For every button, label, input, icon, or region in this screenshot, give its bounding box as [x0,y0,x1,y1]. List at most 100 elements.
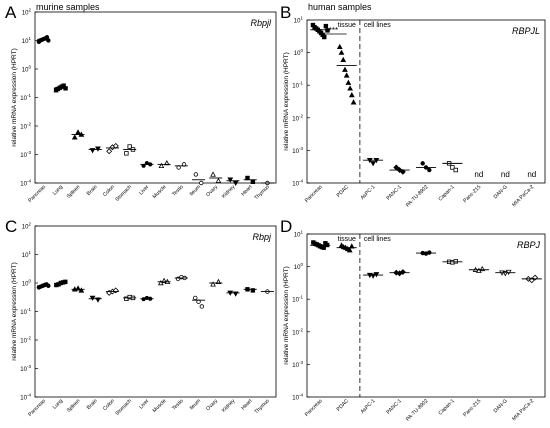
section-label-cell-lines: cell lines [364,236,391,243]
data-point [75,129,81,135]
x-tick-label: Muscle [152,398,168,414]
x-tick-label: Liver [138,398,150,410]
group-panc-1 [389,164,410,175]
y-tick-label: 100 [294,262,304,271]
x-tick-label: AsPC-1 [360,398,377,415]
y-tick-label: 101 [22,36,32,45]
data-point [63,279,68,285]
x-tick-label: Spleen [66,398,82,414]
x-tick-label: Pancreas [304,398,324,418]
group-kidney [226,177,240,187]
y-axis-label: relative mRNA expression (HPRT) [11,48,18,147]
panel-C: C Rbpj 10-4 10-3 10-2 10-1 100 101 102 relative m… [5,217,277,418]
data-point [63,86,68,91]
group-pancreas [310,240,331,250]
data-point [450,165,455,170]
data-point [453,167,458,173]
group-pdac [336,242,357,253]
group-pa-tu-8902 [415,161,437,173]
data-point [345,79,352,85]
group-pa-tu-8902 [415,250,437,256]
group-testis [174,274,188,282]
data-point [322,34,327,40]
panel-label: A [5,3,17,22]
section-label-tissue: tissue [338,22,356,29]
x-tick-label: Panc-215 [462,184,482,204]
nd-label: nd [474,170,483,179]
data-point [342,66,348,72]
data-point [427,250,432,255]
group-liver [140,161,154,168]
data-point [250,179,256,185]
x-tick-label: Ovary [205,398,219,412]
panel-title: human samples [308,2,372,12]
y-tick-label: 100 [22,65,32,74]
nd-label: nd [527,170,536,179]
x-tick-label: PDAC [336,184,351,199]
y-axis-label: relative mRNA expression (HPRT) [283,266,290,365]
data-point [210,171,216,177]
data-point [427,167,432,173]
group-ileum [191,172,206,186]
data-point [420,161,425,166]
x-tick-label: Heart [240,398,254,412]
x-tick-label: Liver [138,184,150,196]
x-tick-label: Muscle [152,184,168,200]
gene-label: RBPJ [517,240,541,250]
group-thymus [260,180,274,186]
group-ovary [209,278,223,287]
group-heart [243,287,257,293]
group-pancreas [36,282,51,290]
data-point [340,56,347,63]
data-point [321,245,326,250]
data-point [199,180,204,186]
x-tick-label: MIA PaCa-2 [511,398,535,422]
data-point [325,28,330,33]
x-tick-label: Pancreas [27,398,47,418]
y-tick-label: 101 [294,16,304,25]
group-heart [243,175,257,185]
data-point [346,247,353,253]
x-tick-label: PANC-1 [386,398,404,416]
y-tick-label: 10-4 [20,179,31,188]
y-axis-label: relative mRNA expression (HPRT) [11,262,18,361]
data-point [399,168,406,175]
x-tick-label: Ovary [205,184,219,198]
group-capan-1 [442,259,463,265]
x-tick-label: Stomach [114,184,133,203]
group-lung [54,279,68,288]
x-tick-label: PA-TU-8902 [405,398,429,422]
y-axis-label: relative mRNA expression (HPRT) [283,52,290,151]
data-point [158,162,165,169]
x-tick-label: Capan-1 [438,398,456,416]
group-capan-1 [442,161,463,173]
gene-label: Rbpjl [250,18,272,28]
significance-label: *** [329,26,338,35]
x-tick-label: Kidney [221,398,237,414]
data-point [95,146,101,152]
panel-D: D RBPJ 10-4 10-3 10-2 10-1 100 101 relative mRNA… [280,217,546,423]
x-tick-label: DAN-G [493,184,509,200]
plot-frame [306,233,546,398]
x-tick-label: PANC-1 [386,184,404,202]
group-colon [105,142,120,155]
x-tick-label: Stomach [114,398,133,417]
x-tick-label: Colon [102,398,116,412]
group-brain [88,146,102,154]
data-point [373,272,380,278]
y-tick-label: 102 [22,8,32,17]
x-tick-label: Brain [86,184,99,197]
x-tick-label: Kidney [221,184,237,200]
group-liver [140,295,154,302]
group-dan-g [495,269,516,277]
plot-frame [306,19,546,184]
group-pancreas [310,22,331,40]
y-tick-label: 100 [22,279,32,288]
x-tick-label: Brain [86,398,99,411]
data-point [124,151,129,156]
x-tick-label: Capan-1 [438,184,456,202]
y-tick-label: 10-3 [292,146,303,155]
x-tick-label: Testis [171,184,185,198]
y-tick-label: 10-1 [292,81,303,90]
